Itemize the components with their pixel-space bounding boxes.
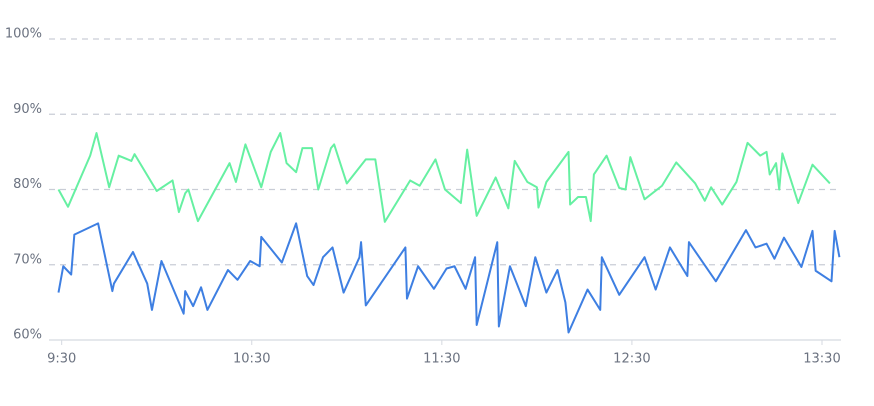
y-tick-label: 90% bbox=[13, 102, 42, 117]
y-tick-label: 80% bbox=[13, 177, 42, 192]
y-tick-label: 100% bbox=[5, 27, 42, 42]
y-tick-label: 70% bbox=[13, 252, 42, 267]
x-tick-label: 11:30 bbox=[423, 352, 460, 367]
x-tick-label: 12:30 bbox=[613, 352, 650, 367]
x-tick-label: 9:30 bbox=[47, 352, 76, 367]
series-line bbox=[57, 222, 841, 334]
x-tick-label: 13:30 bbox=[803, 352, 840, 367]
series-line bbox=[57, 132, 831, 223]
y-tick-label: 60% bbox=[13, 328, 42, 343]
x-tick-label: 10:30 bbox=[233, 352, 270, 367]
